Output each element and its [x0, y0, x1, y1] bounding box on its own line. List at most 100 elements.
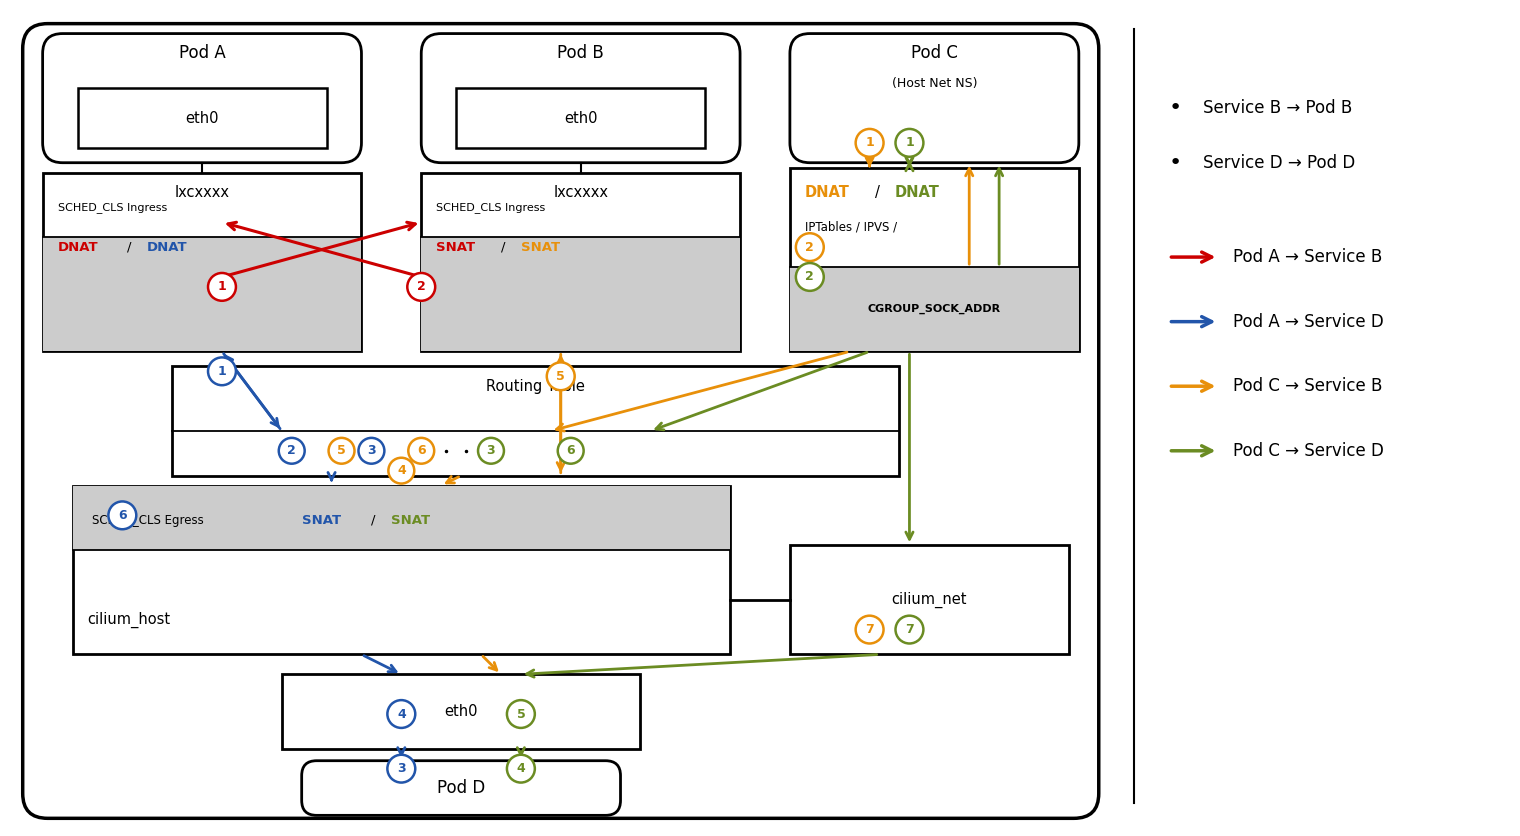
- Circle shape: [796, 263, 824, 291]
- Text: /: /: [502, 241, 506, 253]
- Text: 2: 2: [287, 444, 296, 457]
- Text: 3: 3: [397, 762, 406, 775]
- Text: SCHED_CLS Egress: SCHED_CLS Egress: [93, 514, 204, 527]
- Text: Pod A: Pod A: [179, 44, 225, 63]
- Bar: [73, 486, 730, 550]
- Bar: [78, 89, 327, 148]
- Bar: [281, 675, 640, 749]
- Text: eth0: eth0: [185, 110, 219, 125]
- Text: 1: 1: [217, 280, 226, 293]
- Text: DNAT: DNAT: [804, 185, 850, 200]
- Bar: [790, 545, 1069, 655]
- FancyBboxPatch shape: [790, 33, 1079, 163]
- Text: DNAT: DNAT: [147, 241, 188, 253]
- Text: SNAT: SNAT: [301, 514, 340, 527]
- Text: Routing Table: Routing Table: [486, 379, 585, 394]
- Text: Pod D: Pod D: [436, 779, 485, 797]
- Text: /: /: [128, 241, 132, 253]
- Circle shape: [477, 438, 505, 464]
- Circle shape: [208, 358, 236, 385]
- Circle shape: [278, 438, 304, 464]
- Bar: [421, 237, 740, 351]
- Text: CGROUP_SOCK_ADDR: CGROUP_SOCK_ADDR: [868, 303, 1002, 314]
- Text: eth0: eth0: [564, 110, 597, 125]
- Circle shape: [359, 438, 385, 464]
- Circle shape: [407, 273, 435, 301]
- Text: 4: 4: [517, 762, 526, 775]
- Text: 6: 6: [119, 509, 126, 522]
- FancyBboxPatch shape: [421, 33, 740, 163]
- Text: •: •: [1169, 153, 1181, 173]
- Circle shape: [558, 438, 584, 464]
- Text: Pod C → Service B: Pod C → Service B: [1233, 377, 1383, 395]
- Circle shape: [856, 615, 883, 644]
- Text: Pod C → Service D: Pod C → Service D: [1233, 441, 1385, 460]
- Circle shape: [895, 615, 924, 644]
- FancyBboxPatch shape: [43, 33, 362, 163]
- Circle shape: [388, 755, 415, 782]
- Bar: [43, 237, 362, 351]
- Text: SNAT: SNAT: [436, 241, 476, 253]
- Text: 3: 3: [368, 444, 375, 457]
- Bar: [790, 267, 1079, 351]
- Text: DNAT: DNAT: [58, 241, 99, 253]
- Text: Service B → Pod B: Service B → Pod B: [1204, 99, 1353, 117]
- Text: 3: 3: [486, 444, 496, 457]
- Text: cilium_net: cilium_net: [892, 592, 967, 608]
- Text: /: /: [371, 514, 375, 527]
- Text: 1: 1: [904, 136, 914, 150]
- Text: /: /: [874, 185, 880, 200]
- Text: 1: 1: [865, 136, 874, 150]
- Text: DNAT: DNAT: [894, 185, 939, 200]
- Bar: [172, 366, 900, 476]
- Bar: [43, 173, 362, 351]
- Circle shape: [508, 700, 535, 728]
- Text: IPTables / IPVS /: IPTables / IPVS /: [804, 221, 897, 234]
- Text: 7: 7: [865, 623, 874, 636]
- Text: 5: 5: [517, 707, 526, 721]
- Text: 1: 1: [217, 364, 226, 378]
- Text: 4: 4: [397, 707, 406, 721]
- Text: 5: 5: [337, 444, 347, 457]
- Circle shape: [895, 129, 924, 156]
- Text: Pod B: Pod B: [558, 44, 603, 63]
- Text: lxcxxxx: lxcxxxx: [175, 185, 230, 200]
- Text: SNAT: SNAT: [521, 241, 559, 253]
- Text: 6: 6: [416, 444, 426, 457]
- Text: •: •: [1169, 98, 1181, 118]
- Circle shape: [388, 700, 415, 728]
- Text: 2: 2: [806, 241, 815, 253]
- Text: SCHED_CLS Ingress: SCHED_CLS Ingress: [58, 202, 167, 213]
- Text: Service D → Pod D: Service D → Pod D: [1204, 154, 1356, 171]
- Text: 6: 6: [567, 444, 575, 457]
- Text: (Host Net NS): (Host Net NS): [892, 77, 977, 89]
- Text: 2: 2: [806, 270, 815, 283]
- Text: 4: 4: [397, 464, 406, 477]
- FancyBboxPatch shape: [23, 23, 1099, 818]
- Circle shape: [508, 755, 535, 782]
- Bar: [73, 486, 730, 655]
- Bar: [456, 89, 705, 148]
- Circle shape: [547, 362, 575, 390]
- Text: Pod C: Pod C: [910, 44, 958, 63]
- Bar: [421, 173, 740, 351]
- Text: Pod A → Service D: Pod A → Service D: [1233, 313, 1385, 331]
- Circle shape: [409, 438, 435, 464]
- Text: cilium_host: cilium_host: [88, 612, 170, 628]
- FancyBboxPatch shape: [301, 761, 620, 815]
- Bar: [790, 168, 1079, 351]
- Text: SCHED_CLS Ingress: SCHED_CLS Ingress: [436, 202, 546, 213]
- Text: SNAT: SNAT: [391, 514, 430, 527]
- Text: lxcxxxx: lxcxxxx: [553, 185, 608, 200]
- Circle shape: [328, 438, 354, 464]
- Text: Pod A → Service B: Pod A → Service B: [1233, 248, 1383, 266]
- Text: eth0: eth0: [444, 704, 477, 718]
- Circle shape: [208, 273, 236, 301]
- Text: 2: 2: [416, 280, 426, 293]
- Text: 5: 5: [556, 370, 565, 383]
- Circle shape: [856, 129, 883, 156]
- Circle shape: [389, 458, 415, 483]
- Text: 7: 7: [904, 623, 914, 636]
- Circle shape: [108, 502, 137, 529]
- Circle shape: [796, 233, 824, 261]
